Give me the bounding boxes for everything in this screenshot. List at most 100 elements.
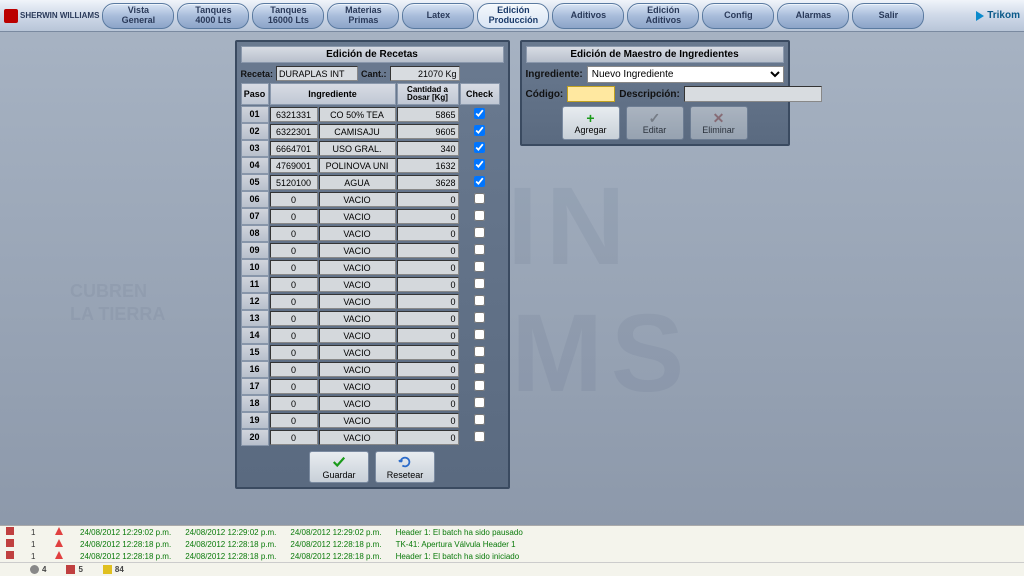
name-cell[interactable]	[319, 413, 396, 428]
check-cell[interactable]	[474, 346, 485, 357]
nav-tanques[interactable]: Tanques16000 Lts	[252, 3, 324, 29]
name-cell[interactable]	[319, 226, 396, 241]
name-cell[interactable]	[319, 107, 396, 122]
nav-salir[interactable]: Salir	[852, 3, 924, 29]
name-cell[interactable]	[319, 379, 396, 394]
nav-materias[interactable]: MateriasPrimas	[327, 3, 399, 29]
qty-cell[interactable]	[397, 175, 459, 190]
code-cell[interactable]	[270, 158, 318, 173]
code-cell[interactable]	[270, 413, 318, 428]
check-cell[interactable]	[474, 380, 485, 391]
qty-cell[interactable]	[397, 345, 459, 360]
name-cell[interactable]	[319, 158, 396, 173]
name-cell[interactable]	[319, 362, 396, 377]
check-cell[interactable]	[474, 295, 485, 306]
name-cell[interactable]	[319, 345, 396, 360]
nav-edición[interactable]: EdiciónAditivos	[627, 3, 699, 29]
check-cell[interactable]	[474, 278, 485, 289]
code-cell[interactable]	[270, 107, 318, 122]
check-cell[interactable]	[474, 397, 485, 408]
qty-cell[interactable]	[397, 209, 459, 224]
code-cell[interactable]	[270, 294, 318, 309]
qty-cell[interactable]	[397, 141, 459, 156]
check-cell[interactable]	[474, 329, 485, 340]
name-cell[interactable]	[319, 141, 396, 156]
code-cell[interactable]	[270, 362, 318, 377]
name-cell[interactable]	[319, 260, 396, 275]
check-cell[interactable]	[474, 142, 485, 153]
qty-cell[interactable]	[397, 158, 459, 173]
qty-cell[interactable]	[397, 413, 459, 428]
nav-alarmas[interactable]: Alarmas	[777, 3, 849, 29]
code-cell[interactable]	[270, 141, 318, 156]
qty-cell[interactable]	[397, 277, 459, 292]
qty-cell[interactable]	[397, 328, 459, 343]
check-cell[interactable]	[474, 193, 485, 204]
ingredient-select[interactable]: Nuevo Ingrediente	[587, 66, 784, 83]
name-cell[interactable]	[319, 124, 396, 139]
name-cell[interactable]	[319, 311, 396, 326]
code-cell[interactable]	[270, 260, 318, 275]
check-cell[interactable]	[474, 227, 485, 238]
nav-config[interactable]: Config	[702, 3, 774, 29]
code-cell[interactable]	[270, 396, 318, 411]
code-input[interactable]	[567, 86, 615, 102]
code-cell[interactable]	[270, 226, 318, 241]
save-button[interactable]: Guardar	[309, 451, 369, 483]
desc-input[interactable]	[684, 86, 822, 102]
code-cell[interactable]	[270, 311, 318, 326]
check-cell[interactable]	[474, 125, 485, 136]
name-cell[interactable]	[319, 175, 396, 190]
nav-latex[interactable]: Latex	[402, 3, 474, 29]
recipe-name-input[interactable]	[276, 66, 358, 81]
add-button[interactable]: + Agregar	[562, 106, 620, 140]
name-cell[interactable]	[319, 430, 396, 445]
code-cell[interactable]	[270, 430, 318, 445]
name-cell[interactable]	[319, 243, 396, 258]
code-cell[interactable]	[270, 379, 318, 394]
qty-cell[interactable]	[397, 243, 459, 258]
qty-cell[interactable]	[397, 396, 459, 411]
nav-vista[interactable]: VistaGeneral	[102, 3, 174, 29]
code-cell[interactable]	[270, 328, 318, 343]
code-cell[interactable]	[270, 175, 318, 190]
qty-cell[interactable]	[397, 379, 459, 394]
qty-cell[interactable]	[397, 107, 459, 122]
qty-cell[interactable]	[397, 430, 459, 445]
qty-cell[interactable]	[397, 226, 459, 241]
nav-edición[interactable]: EdiciónProducción	[477, 3, 549, 29]
name-cell[interactable]	[319, 209, 396, 224]
check-cell[interactable]	[474, 431, 485, 442]
check-cell[interactable]	[474, 159, 485, 170]
check-cell[interactable]	[474, 414, 485, 425]
qty-cell[interactable]	[397, 260, 459, 275]
code-cell[interactable]	[270, 345, 318, 360]
check-cell[interactable]	[474, 312, 485, 323]
check-cell[interactable]	[474, 363, 485, 374]
recipe-qty-input[interactable]	[390, 66, 460, 81]
reset-button[interactable]: Resetear	[375, 451, 435, 483]
delete-button[interactable]: ✕ Eliminar	[690, 106, 748, 140]
nav-tanques[interactable]: Tanques4000 Lts	[177, 3, 249, 29]
check-cell[interactable]	[474, 244, 485, 255]
qty-cell[interactable]	[397, 294, 459, 309]
name-cell[interactable]	[319, 294, 396, 309]
code-cell[interactable]	[270, 277, 318, 292]
code-cell[interactable]	[270, 192, 318, 207]
name-cell[interactable]	[319, 328, 396, 343]
code-cell[interactable]	[270, 209, 318, 224]
code-cell[interactable]	[270, 124, 318, 139]
check-cell[interactable]	[474, 261, 485, 272]
name-cell[interactable]	[319, 396, 396, 411]
check-cell[interactable]	[474, 176, 485, 187]
nav-aditivos[interactable]: Aditivos	[552, 3, 624, 29]
qty-cell[interactable]	[397, 362, 459, 377]
check-cell[interactable]	[474, 108, 485, 119]
qty-cell[interactable]	[397, 311, 459, 326]
name-cell[interactable]	[319, 192, 396, 207]
check-cell[interactable]	[474, 210, 485, 221]
qty-cell[interactable]	[397, 192, 459, 207]
name-cell[interactable]	[319, 277, 396, 292]
qty-cell[interactable]	[397, 124, 459, 139]
edit-button[interactable]: ✓ Editar	[626, 106, 684, 140]
